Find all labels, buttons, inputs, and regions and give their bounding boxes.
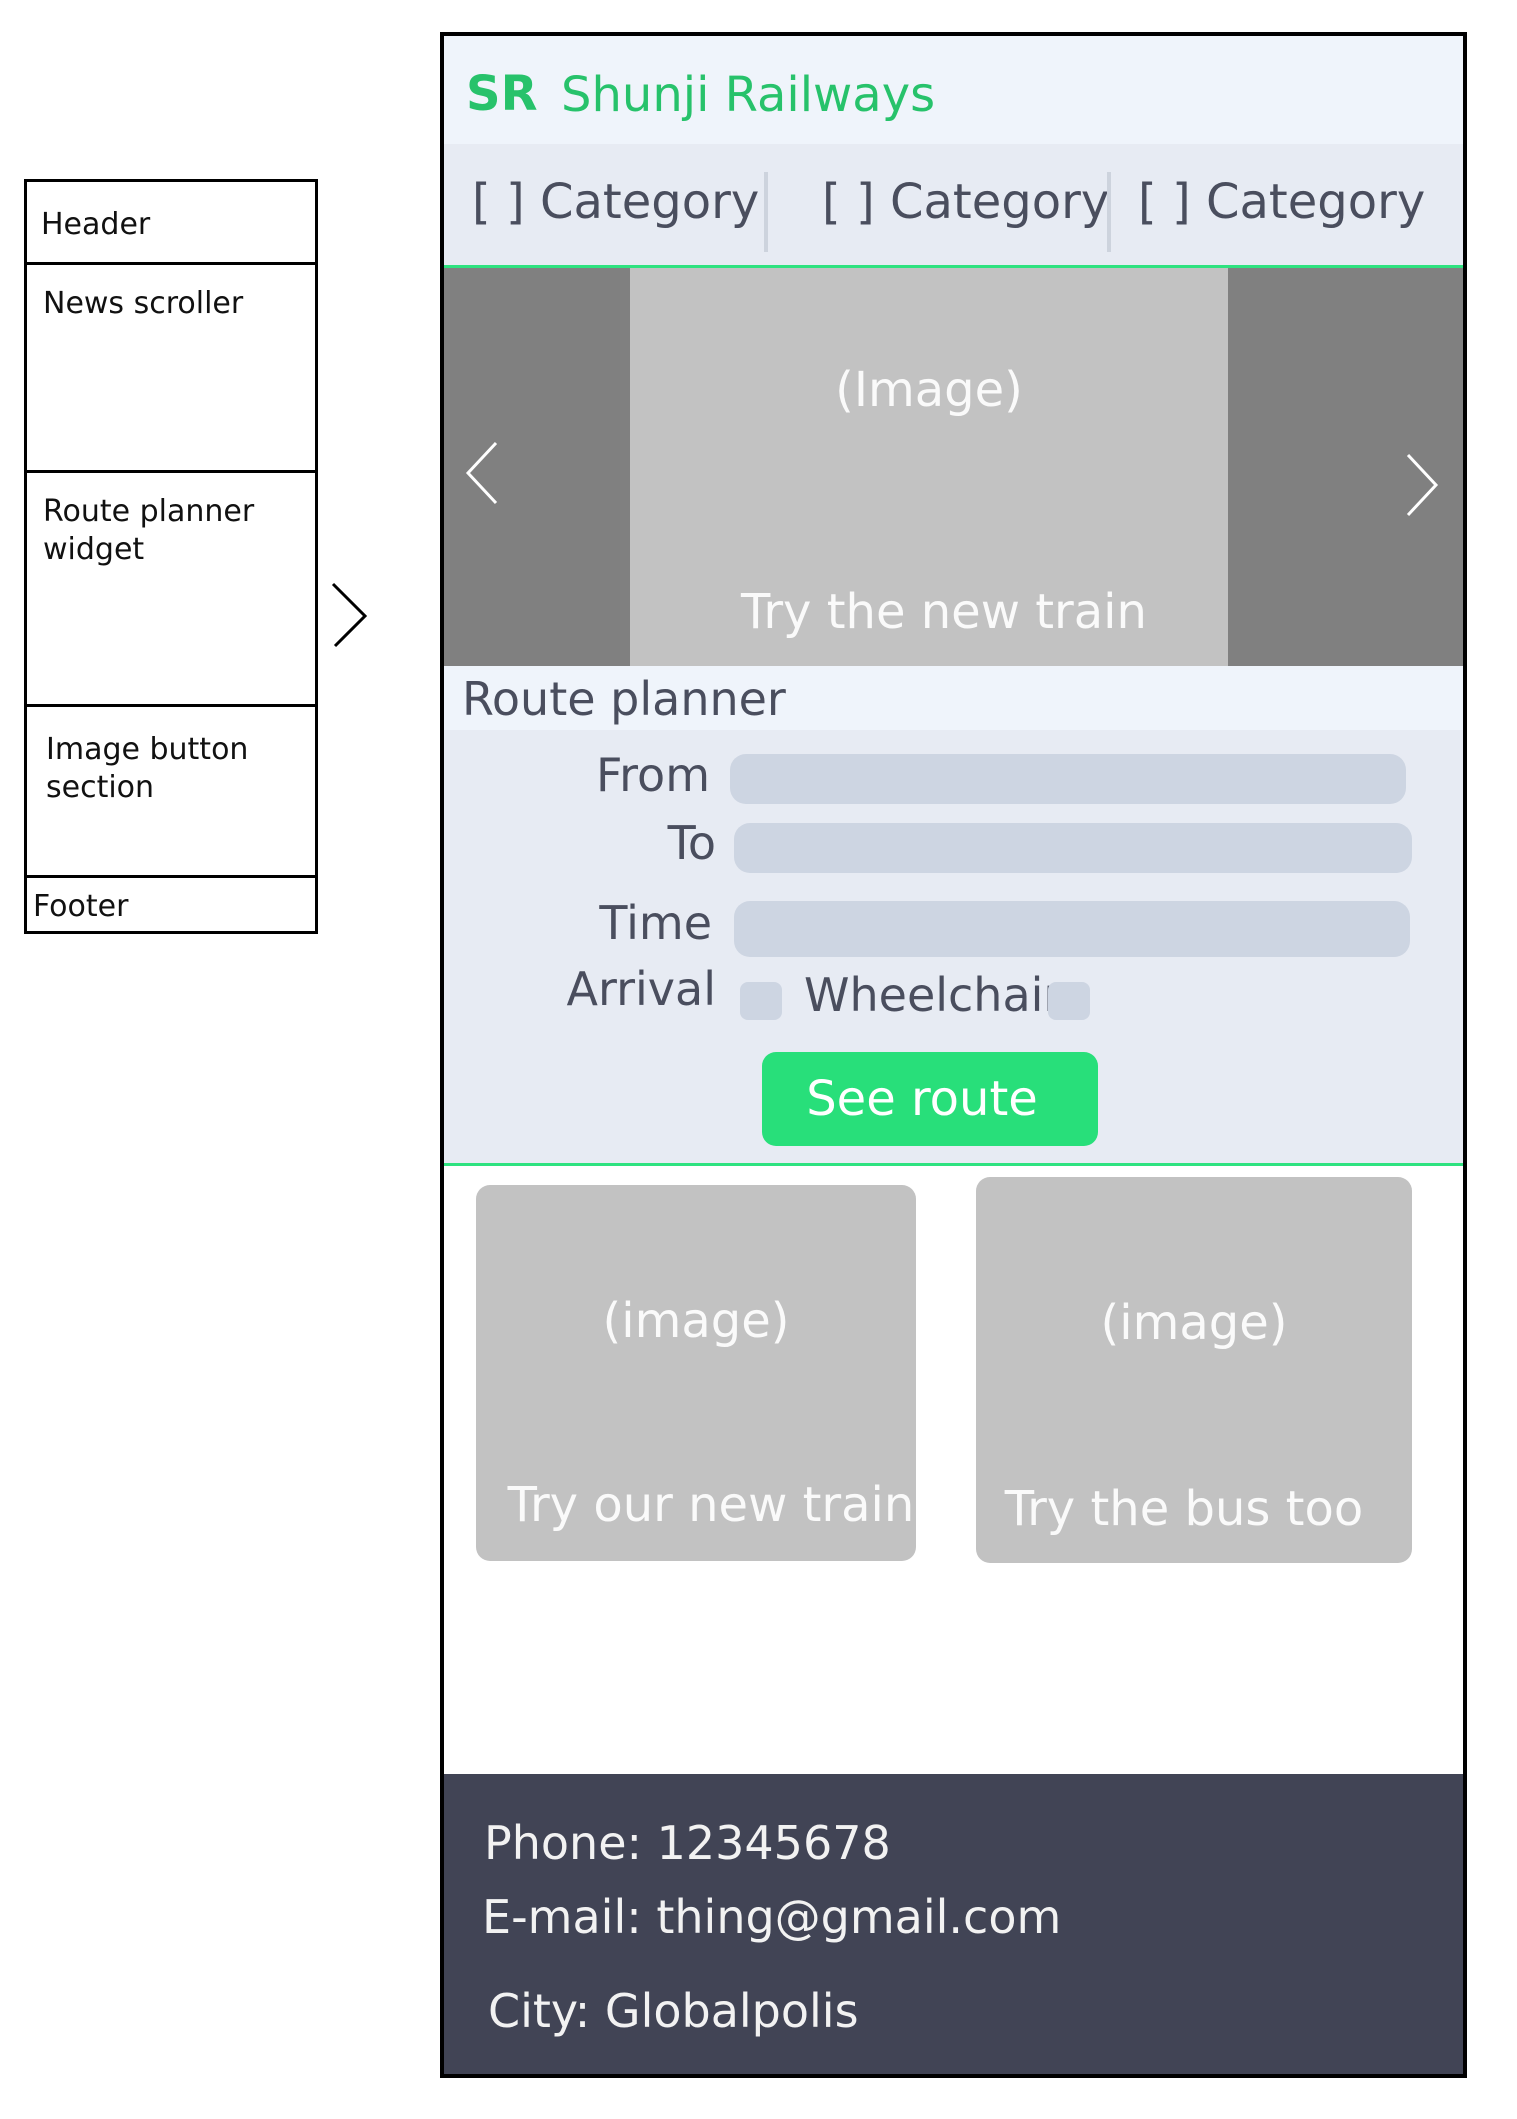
chevron-left-icon[interactable] — [462, 437, 502, 507]
layout-outline: Header News scroller Route planner widge… — [24, 179, 318, 934]
tile-image-placeholder: (image) — [602, 1293, 790, 1349]
route-planner-title: Route planner — [462, 672, 786, 726]
nav-category-3[interactable]: [ ] Category — [1138, 174, 1426, 230]
phone-frame: SR Shunji Railways [ ] Category [ ] Cate… — [440, 32, 1467, 2078]
wheelchair-label: Wheelchair — [804, 968, 1063, 1022]
time-field[interactable] — [734, 901, 1410, 957]
tile-image-placeholder: (image) — [1100, 1295, 1288, 1351]
arrival-checkbox[interactable] — [740, 982, 782, 1020]
footer-city: City: Globalpolis — [488, 1984, 859, 2038]
image-button-train[interactable]: (image) Try our new train — [476, 1185, 916, 1561]
nav-category-1[interactable]: [ ] Category — [472, 174, 760, 230]
slide-caption: Try the new train — [741, 584, 1147, 640]
footer-email[interactable]: E-mail: thing@gmail.com — [482, 1890, 1062, 1944]
outline-footer: Footer — [33, 889, 129, 924]
to-label: To — [667, 816, 716, 870]
header: SR Shunji Railways — [444, 36, 1463, 144]
to-field[interactable] — [734, 823, 1412, 873]
time-label: Time — [599, 896, 712, 950]
footer: Phone: 12345678 E-mail: thing@gmail.com … — [444, 1774, 1463, 2074]
chevron-right-icon[interactable] — [1402, 449, 1442, 519]
image-button-bus[interactable]: (image) Try the bus too — [976, 1177, 1412, 1563]
slide-image-placeholder: (Image) — [835, 362, 1023, 418]
arrival-label: Arrival — [566, 962, 716, 1016]
from-label: From — [596, 748, 710, 802]
category-nav: [ ] Category [ ] Category [ ] Category — [444, 144, 1463, 268]
logo[interactable]: SR — [466, 66, 538, 122]
footer-phone: Phone: 12345678 — [484, 1816, 891, 1870]
outline-header: Header — [27, 182, 315, 265]
nav-divider — [1107, 172, 1111, 252]
news-slide[interactable]: (Image) Try the new train — [630, 268, 1228, 666]
tile-caption: Try the bus too — [1004, 1481, 1364, 1537]
see-route-button[interactable]: See route — [762, 1052, 1098, 1146]
route-planner-header: Route planner — [444, 666, 1463, 730]
tile-caption: Try our new train — [507, 1477, 915, 1533]
outline-image-buttons: Image button section — [27, 707, 315, 878]
nav-category-2[interactable]: [ ] Category — [822, 174, 1110, 230]
outline-route-planner: Route planner widget — [27, 473, 315, 707]
pointer-arrow-icon — [331, 582, 368, 648]
news-scroller: (Image) Try the new train — [444, 268, 1463, 666]
nav-divider — [764, 172, 768, 252]
route-planner-form: From To Time Arrival Wheelchair See rout… — [444, 730, 1463, 1166]
brand-name[interactable]: Shunji Railways — [561, 67, 936, 123]
from-field[interactable] — [730, 754, 1406, 804]
wheelchair-checkbox[interactable] — [1048, 982, 1090, 1020]
outline-news-scroller: News scroller — [27, 265, 315, 473]
